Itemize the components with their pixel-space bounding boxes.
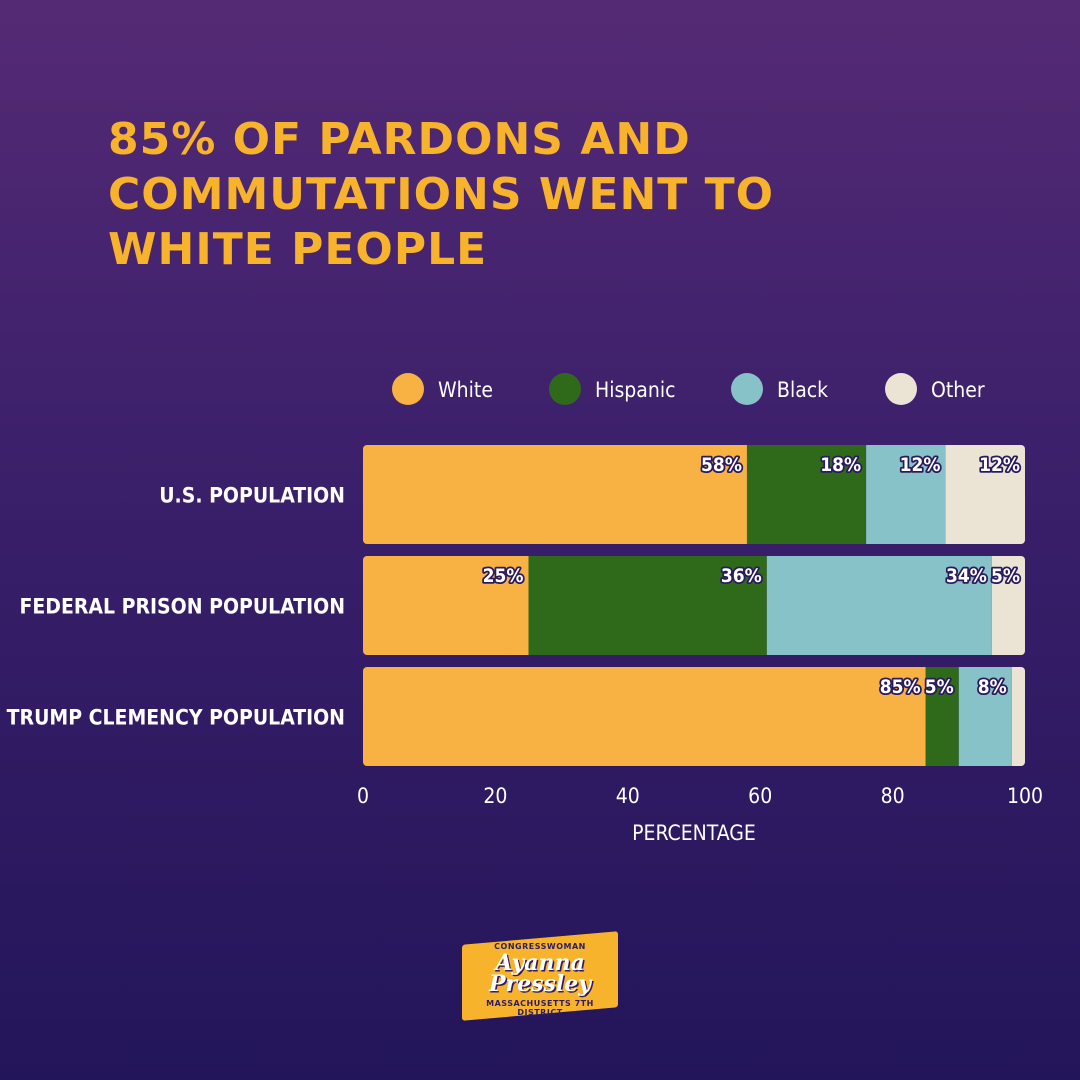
data-label-white: 58% xyxy=(701,454,742,476)
bar-segment-white xyxy=(363,667,926,766)
data-label-other: 12% xyxy=(979,454,1020,476)
chart-title-line: COMMUTATIONS WENT TO xyxy=(108,169,775,220)
data-label-hispanic: 18% xyxy=(820,454,861,476)
category-label: TRUMP CLEMENCY POPULATION xyxy=(7,706,345,730)
chart-title-line: 85% OF PARDONS AND xyxy=(108,114,691,165)
legend-label: Hispanic xyxy=(595,378,676,402)
legend-swatch xyxy=(885,373,917,405)
bar-group: 85% 5% 8% xyxy=(363,667,1025,766)
x-tick-label: 0 xyxy=(357,784,369,808)
logo-line-district: MASSACHUSETTS 7TH DISTRICT xyxy=(486,999,594,1017)
category-label: U.S. POPULATION xyxy=(159,484,345,508)
data-label-black: 34% xyxy=(946,565,987,587)
bar-segment-hispanic xyxy=(746,445,867,544)
legend-item-other: Other xyxy=(885,373,985,405)
data-label-white: 25% xyxy=(483,565,524,587)
legend-item-hispanic: Hispanic xyxy=(549,373,676,405)
chart-title: 85% OF PARDONS AND COMMUTATIONS WENT TO … xyxy=(108,112,868,277)
legend-item-black: Black xyxy=(731,373,828,405)
data-label-white: 85% xyxy=(880,676,921,698)
x-tick-label: 60 xyxy=(748,784,772,808)
x-tick-label: 40 xyxy=(616,784,640,808)
data-label-hispanic: 36% xyxy=(721,565,762,587)
data-label-black: 12% xyxy=(900,454,941,476)
logo-line-last-name: Pressley xyxy=(488,971,592,997)
data-label-hispanic: 5% xyxy=(925,676,954,698)
chart-title-line: WHITE PEOPLE xyxy=(108,224,488,275)
bar-segment-hispanic xyxy=(925,667,959,766)
category-label: FEDERAL PRISON POPULATION xyxy=(19,595,345,619)
x-tick-label: 20 xyxy=(483,784,507,808)
bar-segment-hispanic xyxy=(528,556,767,655)
x-tick-label: 100 xyxy=(1007,784,1043,808)
bar-segment-black xyxy=(766,556,992,655)
bar-segment-white xyxy=(363,556,529,655)
logo-line-congresswoman: CONGRESSWOMAN xyxy=(494,942,586,951)
legend-label: White xyxy=(438,378,493,402)
legend-label: Black xyxy=(777,378,828,402)
congresswoman-logo: CONGRESSWOMAN Ayanna Pressley MASSACHUSE… xyxy=(462,931,618,1021)
x-tick-label: 80 xyxy=(881,784,905,808)
bar-segment-black xyxy=(958,667,1012,766)
bar-segment-other xyxy=(945,445,1025,544)
bar-segment-other xyxy=(991,556,1025,655)
legend-swatch xyxy=(392,373,424,405)
legend-swatch xyxy=(549,373,581,405)
legend-swatch xyxy=(731,373,763,405)
legend-label: Other xyxy=(931,378,985,402)
bar-segment-other xyxy=(1011,667,1025,766)
data-label-black: 8% xyxy=(978,676,1007,698)
data-label-other: 5% xyxy=(991,565,1020,587)
bar-segment-white xyxy=(363,445,747,544)
legend-item-white: White xyxy=(392,373,493,405)
bar-segment-black xyxy=(866,445,946,544)
bar-group: 58% 18% 12% 12% xyxy=(363,445,1025,544)
x-axis-title: PERCENTAGE xyxy=(632,821,756,845)
logo-line-first-name: Ayanna xyxy=(495,950,585,976)
bar-group: 25% 36% 34% 5% xyxy=(363,556,1025,655)
